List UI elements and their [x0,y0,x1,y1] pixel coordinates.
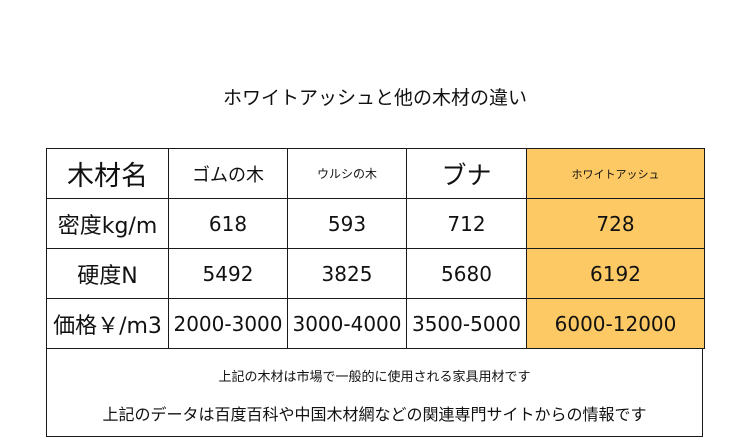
row-label-price: 価格￥/m3 [46,298,169,349]
header-beech: ブナ [406,148,527,199]
header-sumac-wood: ウルシの木 [287,148,407,199]
table-row: 密度kg/m 618 593 712 728 [46,198,705,249]
table-cell-highlight: 6000-12000 [526,298,705,349]
table-cell: 2000-3000 [168,298,288,349]
table-cell: 5680 [406,248,527,299]
table-cell: 3825 [287,248,407,299]
wood-comparison-table: 木材名 ゴムの木 ウルシの木 ブナ ホワイトアッシュ 密度kg/m 618 59… [46,148,705,349]
row-label-density: 密度kg/m [46,198,169,249]
header-white-ash: ホワイトアッシュ [526,148,705,199]
page-title: ホワイトアッシュと他の木材の違い [222,87,527,109]
table-row: 価格￥/m3 2000-3000 3000-4000 3500-5000 600… [46,298,705,349]
header-rubberwood: ゴムの木 [168,148,288,199]
note-furniture-wood: 上記の木材は市場で一般的に使用される家具用材です [218,370,531,385]
table-cell: 712 [406,198,527,249]
table-cell: 618 [168,198,288,249]
table-row: 硬度N 5492 3825 5680 6192 [46,248,705,299]
table-cell: 5492 [168,248,288,299]
table-cell-highlight: 6192 [526,248,705,299]
header-wood-name: 木材名 [46,148,169,199]
note-data-source: 上記のデータは百度百科や中国木材網などの関連専門サイトからの情報です [102,405,647,424]
table-cell: 3000-4000 [287,298,407,349]
table-cell-highlight: 728 [526,198,705,249]
notes-box: 上記の木材は市場で一般的に使用される家具用材です 上記のデータは百度百科や中国木… [46,348,703,437]
row-label-hardness: 硬度N [46,248,169,299]
table-cell: 593 [287,198,407,249]
table-cell: 3500-5000 [406,298,527,349]
table-header-row: 木材名 ゴムの木 ウルシの木 ブナ ホワイトアッシュ [46,148,705,199]
